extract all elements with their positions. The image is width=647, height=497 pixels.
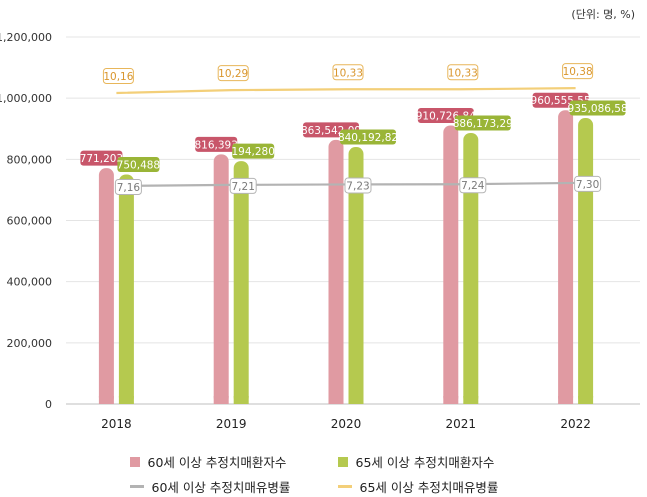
- bar-60: [328, 139, 344, 405]
- data-label-65-count-bg: [454, 115, 511, 131]
- bar-65-base: [578, 396, 594, 404]
- bar-65: [578, 118, 594, 405]
- legend-swatch-65-bar: [337, 456, 348, 467]
- bar-60-base: [213, 396, 229, 404]
- data-label-65-prevalence: 10,33: [448, 67, 478, 79]
- y-tick-label: 1,200,000: [0, 31, 52, 44]
- legend-row-1: 60세 이상 추정치매환자수 65세 이상 추정치매환자수: [0, 452, 647, 471]
- legend-swatch-65-line: [337, 485, 352, 488]
- data-label-65-prevalence-bg: [447, 64, 479, 81]
- line-65-prevalence: [116, 87, 576, 95]
- data-label-60-prevalence-bg: [459, 177, 487, 194]
- data-label-60-prevalence: 7,16: [117, 182, 141, 194]
- data-label-60-prevalence-bg: [114, 179, 142, 195]
- data-label-65-prevalence: 10,16: [103, 71, 133, 83]
- legend-item-60-line: 60세 이상 추정치매유병률: [129, 477, 310, 496]
- bar-60-base: [558, 396, 574, 404]
- data-label-60-count: 816,393: [194, 139, 237, 151]
- x-tick-label: 2020: [331, 417, 362, 431]
- bar-65-base: [118, 396, 134, 404]
- data-label-65-prevalence-bg: [217, 65, 249, 82]
- data-label-60-prevalence: 7,30: [576, 179, 599, 191]
- data-label-65-count-bg: [232, 143, 275, 159]
- data-label-60-prevalence: 7,21: [232, 181, 255, 193]
- legend-swatch-60-bar: [129, 456, 140, 467]
- data-label-65-prevalence: 10,29: [218, 68, 248, 80]
- legend-item-65-bar: 65세 이상 추정치매환자수: [337, 452, 518, 471]
- bar-65-base: [233, 396, 249, 404]
- bar-65-base: [348, 396, 364, 404]
- data-label-65-prevalence-bg: [562, 63, 594, 80]
- bar-65-base: [463, 396, 479, 404]
- data-label-60-prevalence: 7,24: [461, 180, 485, 192]
- unit-label: (단위: 명, %): [571, 8, 635, 21]
- bar-65: [118, 174, 134, 404]
- bar-60: [558, 110, 574, 404]
- data-label-65-count: 935,086,58: [568, 103, 628, 115]
- data-label-60-count: 771,203: [80, 153, 123, 165]
- legend-label-60-bar: 60세 이상 추정치매환자수: [147, 455, 287, 470]
- bar-60: [98, 168, 114, 404]
- data-label-65-count: 886,173,29: [453, 118, 513, 130]
- data-label-65-count-bg: [340, 129, 396, 145]
- data-label-60-prevalence: 7,23: [346, 180, 369, 192]
- legend-row-2: 60세 이상 추정치매유병률 65세 이상 추정치매유병률: [0, 477, 647, 496]
- bar-60-base: [328, 396, 344, 404]
- x-tick-label: 2021: [446, 417, 477, 431]
- data-label-60-count-bg: [80, 150, 123, 166]
- y-tick-label: 800,000: [7, 153, 53, 166]
- legend-label-65-bar: 65세 이상 추정치매환자수: [355, 455, 495, 470]
- y-tick-label: 400,000: [7, 276, 53, 289]
- data-label-65-count-bg: [569, 100, 626, 116]
- data-label-60-prevalence-bg: [574, 175, 602, 192]
- data-label-65-prevalence: 10,33: [333, 67, 363, 79]
- y-tick-label: 200,000: [7, 337, 53, 350]
- data-label-60-prevalence-bg: [344, 177, 372, 194]
- data-label-65-prevalence: 10,38: [563, 66, 593, 78]
- data-label-65-count: 750,488: [117, 159, 160, 171]
- bar-60-base: [98, 396, 114, 404]
- data-label-65-count: 194,280: [231, 146, 274, 158]
- data-label-60-count-bg: [195, 136, 238, 152]
- data-label-65-prevalence-bg: [102, 68, 134, 84]
- x-tick-label: 2019: [216, 417, 247, 431]
- bar-60: [213, 154, 229, 404]
- data-label-65-count: 840,192,82: [338, 132, 398, 144]
- y-tick-label: 1,000,000: [0, 92, 52, 105]
- bar-65: [348, 147, 364, 405]
- data-label-65-prevalence-bg: [332, 64, 364, 81]
- y-tick-label: 0: [45, 398, 52, 411]
- legend-label-65-line: 65세 이상 추정치매유병률: [359, 480, 499, 495]
- x-tick-label: 2022: [560, 417, 591, 431]
- bar-60-base: [443, 396, 459, 404]
- x-tick-label: 2018: [101, 417, 132, 431]
- data-label-65-count-bg: [117, 156, 160, 172]
- y-tick-label: 600,000: [7, 215, 53, 228]
- data-label-60-prevalence-bg: [229, 177, 257, 194]
- legend-item-60-bar: 60세 이상 추정치매환자수: [129, 452, 310, 471]
- bar-65: [463, 132, 479, 404]
- legend-label-60-line: 60세 이상 추정치매유병률: [151, 480, 291, 495]
- bar-65: [233, 161, 249, 404]
- legend-item-65-line: 65세 이상 추정치매유병률: [337, 477, 518, 496]
- legend-swatch-60-line: [129, 485, 144, 488]
- bar-60: [443, 125, 459, 405]
